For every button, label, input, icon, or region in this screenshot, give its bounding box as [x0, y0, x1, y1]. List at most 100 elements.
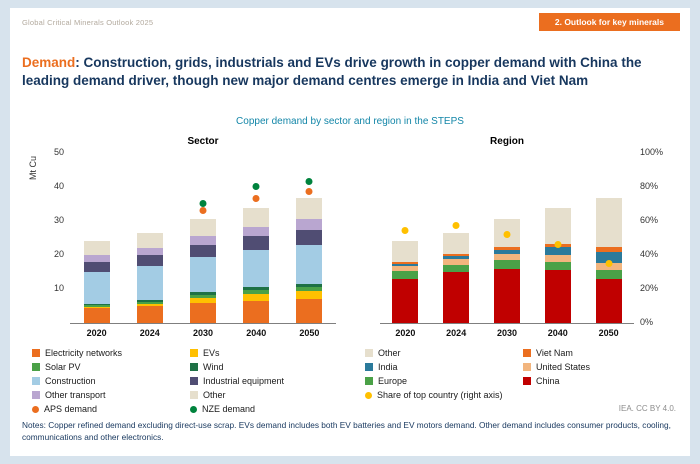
chart-title-sector: Sector — [187, 136, 219, 147]
legend-item-united-states: United States — [523, 362, 663, 372]
legend-item-other: Other — [190, 390, 340, 400]
marker-aps-demand — [199, 206, 207, 214]
segment-europe — [392, 271, 419, 279]
right-axis-tick: 60% — [640, 215, 659, 225]
marker-share-of-top-country-right-axis- — [452, 222, 460, 230]
right-axis-tick: 100% — [640, 147, 664, 157]
marker-aps-demand — [252, 194, 260, 202]
y-axis-tick: 50 — [53, 147, 64, 157]
legend-label: Industrial equipment — [203, 376, 285, 386]
segment-india — [595, 251, 622, 263]
marker-share-of-top-country-right-axis- — [605, 259, 613, 267]
stacked-bar-2020 — [392, 241, 419, 323]
marker-nze-demand — [252, 183, 260, 190]
segment-other — [595, 198, 622, 247]
legend-swatch-other-transport — [32, 391, 40, 399]
segment-united-states — [443, 258, 470, 265]
x-axis-tick-2020: 2020 — [395, 328, 416, 338]
legend-item-share-of-top-country-right-axis-: Share of top country (right axis) — [365, 390, 515, 400]
legend-item-electricity-networks: Electricity networks — [32, 348, 182, 358]
legend-item-europe: Europe — [365, 376, 515, 386]
segment-india — [443, 255, 470, 259]
marker-nze-demand — [305, 177, 313, 185]
footnotes: Notes: Copper refined demand excluding d… — [22, 420, 671, 442]
legend-item-nze-demand: NZE demand — [190, 404, 340, 414]
segment-construction — [243, 249, 270, 288]
segment-china — [544, 270, 571, 323]
y-axis-tick: 30 — [53, 215, 64, 225]
legend-dot-nze-demand — [190, 405, 197, 413]
y-axis-tick: 10 — [53, 283, 64, 293]
right-axis-tick: 40% — [640, 249, 659, 259]
x-axis-tick-2024: 2024 — [446, 328, 467, 338]
segment-other-transport — [190, 236, 216, 245]
stacked-bar-2024 — [443, 232, 470, 323]
legend-item-aps-demand: APS demand — [32, 404, 182, 414]
legend-swatch-viet-nam — [523, 349, 531, 357]
marker-share-of-top-country-right-axis- — [401, 227, 409, 235]
segment-viet-nam — [443, 253, 470, 256]
segment-other — [392, 241, 419, 263]
x-axis-tick-2040: 2040 — [547, 328, 568, 338]
bar-group-2030 — [176, 153, 229, 323]
legend-item-viet-nam: Viet Nam — [523, 348, 663, 358]
legend-swatch-construction — [32, 377, 40, 385]
segment-industrial-equipment — [136, 255, 163, 267]
stacked-bar-2040 — [243, 207, 270, 323]
y-axis-unit-label: Mt Cu — [28, 156, 38, 181]
x-axis-tick-2030: 2030 — [192, 328, 214, 338]
bar-group-2040 — [230, 153, 283, 323]
figure-subtitle: Copper demand by sector and region in th… — [236, 116, 464, 127]
segment-evs — [296, 291, 323, 300]
segment-solar-pv — [136, 301, 163, 304]
legend-label: United States — [536, 362, 591, 372]
stacked-bar-2024 — [136, 232, 163, 323]
license-credit: IEA. CC BY 4.0. — [618, 404, 676, 413]
legend-label: Viet Nam — [536, 348, 573, 358]
segment-construction — [190, 256, 216, 293]
segment-united-states — [392, 265, 419, 272]
segment-europe — [595, 270, 622, 279]
region-chart-body: Region 0% 20% 40% 60% 80% 100% 2020 2024 2030 20… — [350, 136, 678, 338]
title-lead: Demand — [22, 55, 76, 70]
bar-group-2024 — [431, 153, 482, 323]
legend-swatch-electricity-networks — [32, 349, 40, 357]
x-axis-tick-2040: 2040 — [246, 328, 267, 338]
segment-europe — [493, 260, 520, 269]
segment-electricity-networks — [136, 306, 163, 323]
legend-label: Wind — [203, 362, 224, 372]
segment-construction — [83, 272, 110, 305]
segment-other-transport — [243, 226, 270, 237]
segment-wind — [83, 304, 110, 306]
legend-label: APS demand — [44, 404, 98, 414]
legend-item-construction: Construction — [32, 376, 182, 386]
segment-electricity-networks — [190, 302, 216, 323]
segment-other — [443, 232, 470, 254]
segment-other — [136, 232, 163, 248]
segment-united-states — [595, 262, 622, 271]
right-axis-tick: 80% — [640, 181, 659, 191]
stacked-bar-2050 — [595, 198, 622, 323]
segment-wind — [296, 283, 323, 288]
region-plot-area: 0% 20% 40% 60% 80% 100% — [380, 148, 663, 327]
content-card: Global Critical Minerals Outlook 2025 2.… — [10, 8, 690, 456]
segment-china — [443, 272, 470, 323]
x-axis-tick-2020: 2020 — [86, 328, 107, 338]
legend-swatch-europe — [365, 377, 373, 385]
bar-group-2024 — [123, 153, 176, 323]
legend-item-other: Other — [365, 348, 515, 358]
segment-construction — [296, 244, 323, 284]
legend-swatch-solar-pv — [32, 363, 40, 371]
legend-swatch-evs — [190, 349, 198, 357]
segment-viet-nam — [595, 246, 622, 252]
legend-swatch-india — [365, 363, 373, 371]
legend-label: Construction — [45, 376, 96, 386]
segment-industrial-equipment — [296, 229, 323, 245]
marker-nze-demand — [199, 200, 207, 207]
sector-plot-wrap: Sector 10 20 30 40 50 2020 2024 2030 2040 2050 — [54, 136, 336, 338]
segment-evs — [190, 298, 216, 303]
legend-label: China — [536, 376, 560, 386]
region-plot-wrap: Region 0% 20% 40% 60% 80% 100% 2020 2024 2030 20… — [380, 136, 663, 338]
segment-wind — [136, 300, 163, 302]
segment-industrial-equipment — [83, 261, 110, 273]
